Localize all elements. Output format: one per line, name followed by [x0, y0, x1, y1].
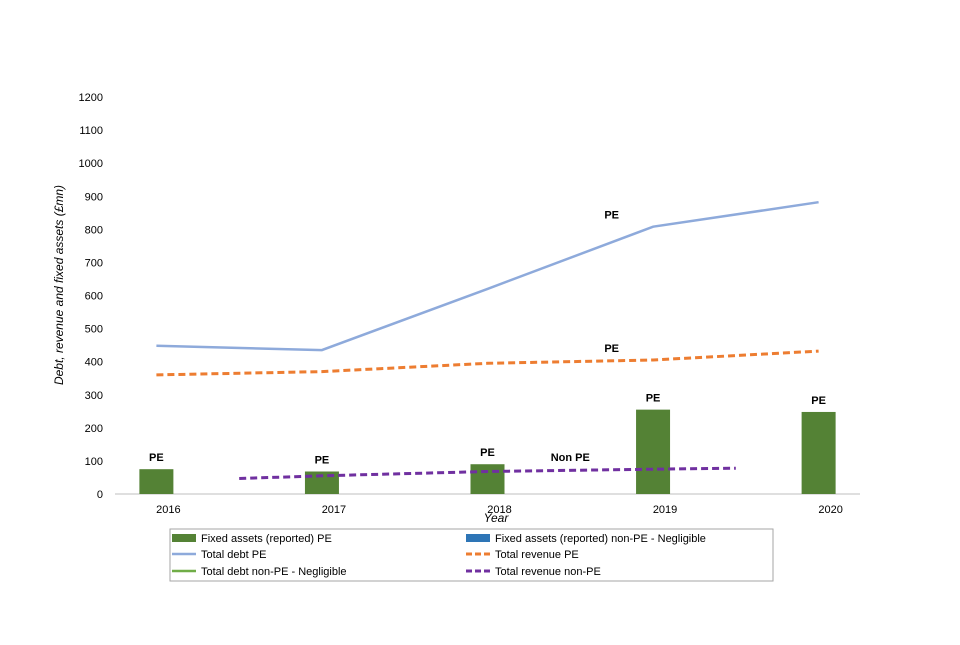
legend-label: Total revenue non-PE — [495, 566, 601, 578]
line-series — [156, 200, 819, 480]
data-label: Non PE — [551, 452, 590, 464]
y-axis-label: Debt, revenue and fixed assets (£mn) — [52, 185, 66, 385]
bar-series — [139, 409, 836, 494]
line-total-revenue-non-pe — [239, 466, 736, 480]
x-tick-label: 2019 — [653, 504, 677, 516]
line-total-debt-pe — [156, 200, 819, 352]
x-tick-label: 2017 — [322, 504, 346, 516]
x-axis-label: Year — [484, 511, 510, 525]
data-label: PE — [646, 393, 661, 405]
legend-label: Total debt PE — [201, 549, 266, 561]
line-total-revenue-pe — [156, 349, 819, 377]
axes: 0 100 200 300 400 500 600 700 800 900 1000 1100 1200… — [79, 92, 860, 516]
y-tick-label: 900 — [85, 191, 103, 203]
y-tick-label: 600 — [85, 291, 103, 303]
data-label: PE — [811, 395, 826, 407]
data-label: PE — [149, 452, 164, 464]
bar-fixed-assets-reported-pe — [636, 409, 671, 494]
bar-fixed-assets-reported-pe — [304, 471, 339, 494]
legend-label: Fixed assets (reported) PE — [201, 533, 332, 545]
annotations: PE PE PE PE PE PE PE Non PE — [149, 210, 826, 467]
legend-label: Fixed assets (reported) non-PE - Negligi… — [495, 533, 706, 545]
legend-label: Total revenue PE — [495, 549, 579, 561]
data-label: PE — [604, 343, 619, 355]
data-label: PE — [604, 210, 619, 222]
y-tick-label: 0 — [97, 489, 103, 501]
y-tick-label: 100 — [85, 456, 103, 468]
y-tick-label: 1200 — [79, 92, 103, 104]
data-label: PE — [315, 455, 330, 467]
bar-fixed-assets-reported-pe — [139, 469, 174, 494]
y-tick-label: 400 — [85, 357, 103, 369]
y-tick-label: 200 — [85, 423, 103, 435]
y-tick-label: 1000 — [79, 158, 103, 170]
data-label: PE — [480, 447, 495, 459]
legend-swatch — [172, 534, 196, 542]
bar-fixed-assets-reported-pe — [470, 464, 505, 494]
legend-label: Total debt non-PE - Negligible — [201, 566, 347, 578]
y-tick-label: 500 — [85, 324, 103, 336]
legend-swatch — [466, 534, 490, 542]
x-tick-label: 2018 — [487, 504, 511, 516]
y-tick-label: 300 — [85, 390, 103, 402]
y-tick-label: 700 — [85, 257, 103, 269]
legend: Fixed assets (reported) PE Fixed assets (… — [169, 528, 774, 582]
y-tick-label: 1100 — [79, 125, 103, 137]
bar-fixed-assets-reported-pe — [801, 411, 836, 494]
x-tick-label: 2020 — [818, 504, 842, 516]
y-tick-label: 800 — [85, 224, 103, 236]
x-tick-label: 2016 — [156, 504, 180, 516]
